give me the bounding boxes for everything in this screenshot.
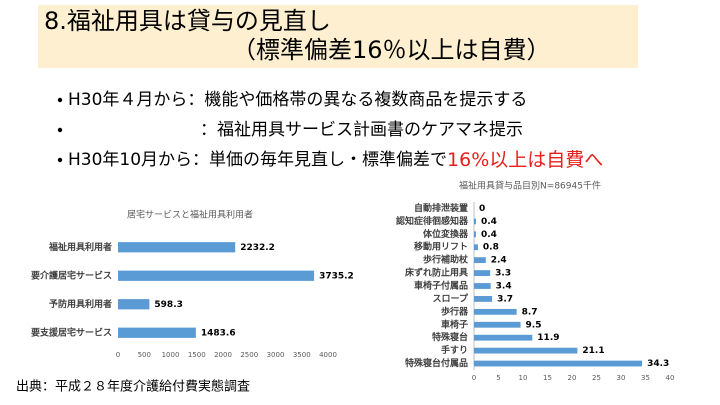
category-label: 自動排泄装置: [414, 202, 468, 214]
value-label: 1483.6: [201, 328, 236, 338]
bullet-dot: [57, 127, 63, 133]
x-tick-label: 20: [568, 374, 577, 382]
value-label: 2.4: [491, 256, 507, 266]
bullet-dot: [57, 97, 63, 103]
value-label: 598.3: [154, 300, 182, 310]
category-label: 予防用具利用者: [49, 298, 112, 310]
bar: [118, 270, 315, 281]
bar: [118, 299, 150, 310]
bullet-text-part: H30年４月から：機能や価格帯の異なる複数商品を提示する: [68, 90, 527, 110]
x-tick-label: 0: [116, 351, 120, 359]
x-tick-label: 30: [617, 374, 626, 382]
category-label: スロープ: [433, 292, 469, 304]
x-tick-label: 1000: [162, 351, 180, 359]
category-label: 手すり: [441, 344, 468, 356]
bar: [474, 283, 491, 289]
title-line: 8.福祉用具は貸与の見直し: [44, 7, 331, 35]
bar: [474, 296, 493, 302]
bar: [474, 334, 533, 341]
x-tick-label: 10: [519, 374, 528, 382]
value-label: 11.9: [537, 333, 559, 343]
x-tick-label: 3000: [267, 351, 285, 359]
x-tick-label: 5: [496, 374, 500, 382]
x-tick-label: 40: [666, 374, 675, 382]
category-label: 歩行器: [441, 305, 469, 317]
value-label: 0: [479, 204, 485, 214]
category-label: 特殊寝台: [432, 331, 468, 343]
title-box: [38, 5, 638, 68]
bullet-text: ：福祉用具サービス計画書のケアマネ提示: [200, 120, 523, 140]
bar: [474, 321, 521, 328]
category-label: 認知症徘徊感知器: [396, 215, 469, 227]
source: 出典：平成２８年度介護給付費実態調査: [16, 379, 250, 395]
bullet-text-part: H30年10月から：単価の毎年見直し・標準偏差で: [68, 150, 447, 170]
category-label: 床ずれ防止用具: [405, 267, 468, 279]
category-label: 特殊寝台付属品: [405, 357, 468, 369]
bar: [474, 244, 478, 251]
category-label: 要介護居宅サービス: [31, 269, 112, 281]
value-label: 3735.2: [319, 271, 354, 281]
title-line: （標準偏差16％以上は自費）: [232, 36, 551, 64]
value-label: 3.7: [497, 294, 513, 304]
bar: [474, 231, 476, 238]
bar: [474, 270, 491, 276]
bullet-text-part: ：福祉用具サービス計画書のケアマネ提示: [200, 120, 523, 140]
bullet-text: H30年10月から：単価の毎年見直し・標準偏差で16%以上は自費へ: [68, 149, 603, 171]
x-tick-label: 25: [592, 374, 601, 382]
x-tick-label: 35: [641, 374, 650, 382]
value-label: 8.7: [522, 307, 538, 317]
category-label: 体位変換器: [423, 228, 469, 240]
category-label: 歩行補助杖: [423, 254, 469, 266]
category-label: 車椅子付属品: [414, 280, 468, 292]
chart-title: 居宅サービスと福祉用具利用者: [127, 209, 253, 221]
value-label: 34.3: [647, 359, 669, 369]
value-label: 9.5: [526, 320, 542, 330]
bar: [474, 360, 643, 367]
x-tick-label: 2000: [214, 351, 232, 359]
bar: [474, 308, 517, 315]
x-tick-label: 1500: [188, 351, 206, 359]
bar: [474, 218, 476, 225]
x-tick-label: 500: [138, 351, 151, 359]
value-label: 3.3: [495, 269, 511, 279]
value-label: 0.4: [481, 217, 497, 227]
category-label: 福祉用具利用者: [48, 241, 112, 253]
x-tick-label: 15: [543, 374, 552, 382]
bullet-list: H30年４月から：機能や価格帯の異なる複数商品を提示する ：福祉用具サービス計画書…: [57, 90, 603, 171]
value-label: 21.1: [582, 346, 604, 356]
category-label: 要支援居宅サービス: [31, 326, 112, 338]
value-label: 2232.2: [240, 243, 275, 253]
chart-title: 福祉用具貸与品目別N=86945千件: [459, 180, 601, 192]
x-tick-label: 2500: [240, 351, 258, 359]
bar: [474, 347, 578, 354]
x-tick-label: 4000: [319, 351, 337, 359]
category-label: 車椅子: [441, 318, 468, 330]
x-tick-label: 3500: [293, 351, 311, 359]
bar: [118, 242, 236, 253]
value-label: 3.4: [496, 282, 512, 292]
value-label: 0.4: [481, 230, 497, 240]
bullet-emphasis: 16%以上は自費へ: [447, 149, 603, 171]
bullet-text: H30年４月から：機能や価格帯の異なる複数商品を提示する: [68, 90, 527, 110]
value-label: 0.8: [483, 243, 499, 253]
x-tick-label: 0: [472, 374, 476, 382]
category-label: 移動用リフト: [414, 241, 468, 253]
bar: [118, 327, 196, 338]
bullet-dot: [57, 157, 63, 163]
bar: [474, 257, 486, 264]
